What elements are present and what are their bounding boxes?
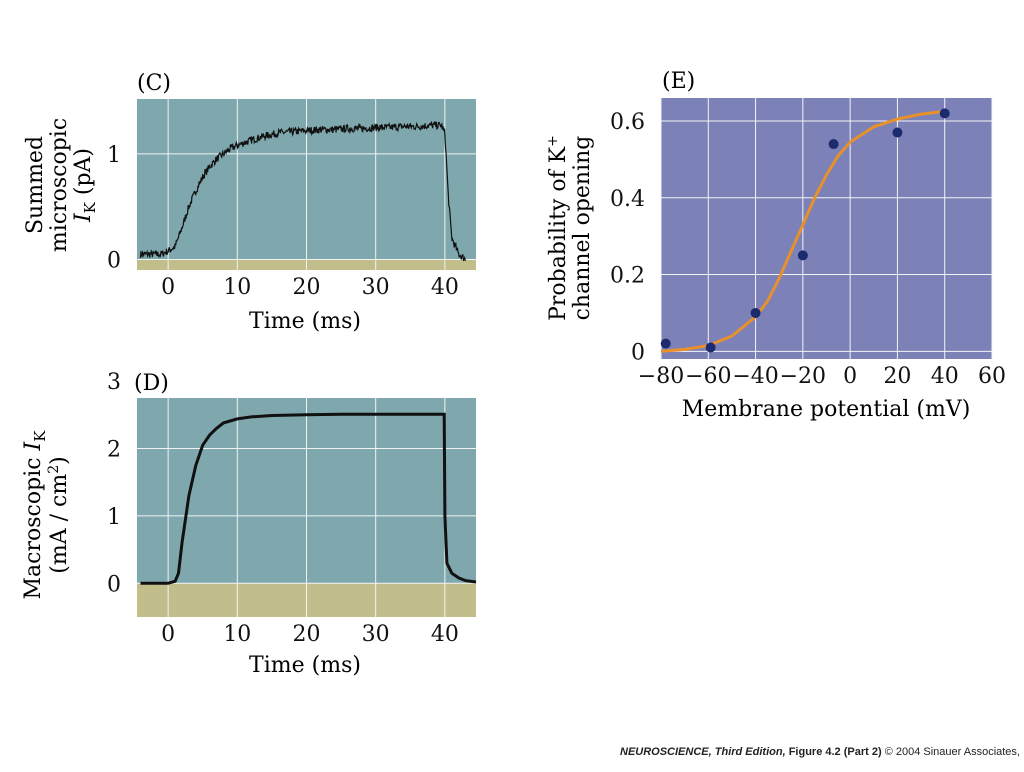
footer-figure: Figure 4.2 (Part 2) <box>788 746 882 758</box>
footer-edition: Third Edition, <box>714 746 786 758</box>
panel-c-x-axis-label: Time (ms) <box>249 309 361 334</box>
panel-d-y-label-close: ) <box>47 456 72 465</box>
panel-d-chart: (D) 0 10 20 30 40 0 1 2 3 Time (ms) Macroscopic … <box>21 370 477 678</box>
panel-c-y-label-i: I <box>71 212 96 223</box>
e-y-tick-label: 0 <box>631 340 645 365</box>
panel-c-y-label-line3: IK (pA) <box>71 148 99 223</box>
panel-e-data-points <box>660 108 950 353</box>
e-x-tick-label: 20 <box>883 364 911 389</box>
d-y-tick-label: 0 <box>107 572 121 597</box>
panel-c-y-label-line1: Summed <box>23 136 48 234</box>
e-x-tick-label: 0 <box>843 364 857 389</box>
panel-d-y-label-superscript: 2 <box>46 465 62 474</box>
figure-credit: NEUROSCIENCE, Third Edition, Figure 4.2 … <box>620 746 1024 758</box>
e-data-point <box>828 139 839 150</box>
e-y-tick-label: 0.2 <box>610 264 645 289</box>
e-data-point <box>797 250 808 261</box>
panel-c-y-label-line2: microscopic <box>47 118 72 252</box>
panel-c-tick-labels: 0 10 20 30 40 0 1 <box>107 143 459 300</box>
panel-e-grid <box>660 98 993 359</box>
c-x-tick-label: 20 <box>293 275 321 300</box>
panel-c-chart: (C) 0 10 20 30 40 0 1 Time (ms) Summed microsc… <box>23 71 476 334</box>
panel-e-tick-labels: −80 −60 −40 −20 0 20 40 60 0 0.2 0.4 0.6 <box>610 110 1006 389</box>
d-y-tick-label: 1 <box>107 505 121 530</box>
panel-d-tick-labels: 0 10 20 30 40 0 1 2 3 <box>107 370 459 647</box>
panel-c-label: (C) <box>137 71 171 96</box>
d-x-tick-label: 10 <box>223 622 251 647</box>
d-x-tick-label: 20 <box>293 622 321 647</box>
e-data-point <box>750 307 761 318</box>
panel-d-y-label-macroscopic: Macroscopic <box>21 450 46 599</box>
e-x-tick-label: −60 <box>685 364 731 389</box>
panel-c-y-label-unit: (pA) <box>71 148 96 202</box>
panel-e-chart: (E) −80 −60 −40 −20 0 20 40 60 0 0.2 0.4 0.6 Membra… <box>545 69 1006 422</box>
panel-c-y-axis-label: Summed microscopic IK (pA) <box>23 118 99 252</box>
e-y-tick-label: 0.6 <box>610 110 645 135</box>
panel-e-x-axis-label: Membrane potential (mV) <box>682 397 971 422</box>
c-x-tick-label: 0 <box>161 275 175 300</box>
panel-e-y-label-superscript: + <box>545 135 561 147</box>
panel-e-plot-area <box>661 98 992 359</box>
e-x-tick-label: 40 <box>931 364 959 389</box>
footer-copyright: © 2004 Sinauer Associates, Inc. <box>884 746 1024 758</box>
c-y-tick-label: 1 <box>107 143 121 168</box>
e-x-tick-label: −80 <box>638 364 684 389</box>
panel-c-y-label-k-subscript: K <box>81 201 99 213</box>
d-y-tick-label: 3 <box>107 370 121 395</box>
panel-d-label: (D) <box>134 371 169 396</box>
c-y-tick-label: 0 <box>107 248 121 273</box>
c-x-tick-label: 30 <box>362 275 390 300</box>
panel-d-y-axis-label: Macroscopic IK (mA / cm2) <box>21 430 72 600</box>
e-data-point <box>705 342 716 353</box>
panel-d-y-label-line2: (mA / cm2) <box>46 456 72 573</box>
e-x-tick-label: 60 <box>978 364 1006 389</box>
d-x-tick-label: 40 <box>431 622 459 647</box>
c-x-tick-label: 10 <box>223 275 251 300</box>
e-data-point <box>892 127 903 138</box>
panel-e-y-label-line1: Probability of K+ <box>545 135 571 321</box>
panel-c-y-label-summed: Summed <box>23 136 48 234</box>
d-x-tick-label: 0 <box>161 622 175 647</box>
panel-e-y-axis-label: Probability of K+ channel opening <box>545 135 595 321</box>
panel-d-x-axis-label: Time (ms) <box>249 653 361 678</box>
panel-c-y-label-microscopic: microscopic <box>47 118 72 252</box>
c-x-tick-label: 40 <box>431 275 459 300</box>
panel-d-y-label-i: I <box>21 440 46 451</box>
e-data-point <box>660 338 671 349</box>
panel-c-grid <box>137 99 476 270</box>
panel-e-y-label-channel-opening: channel opening <box>570 136 595 321</box>
d-y-tick-label: 2 <box>107 438 121 463</box>
d-x-tick-label: 30 <box>362 622 390 647</box>
panel-d-y-label-unit: (mA / cm <box>47 474 72 574</box>
e-x-tick-label: −40 <box>732 364 778 389</box>
panel-d-trace-line <box>140 412 477 585</box>
panel-e-label: (E) <box>662 69 695 94</box>
panel-e-fit-curve <box>660 109 945 353</box>
footer-book-title: NEUROSCIENCE, <box>620 746 712 758</box>
panel-d-y-label-line1: Macroscopic IK <box>21 430 49 600</box>
panel-e-y-label-probability: Probability of K <box>546 146 571 321</box>
e-y-tick-label: 0.4 <box>610 187 645 212</box>
e-x-tick-label: −20 <box>780 364 826 389</box>
e-data-point <box>939 108 950 119</box>
panel-e-y-label-line2: channel opening <box>570 136 595 321</box>
panel-c-trace-line <box>139 120 467 262</box>
panel-d-y-label-k-subscript: K <box>31 430 49 442</box>
